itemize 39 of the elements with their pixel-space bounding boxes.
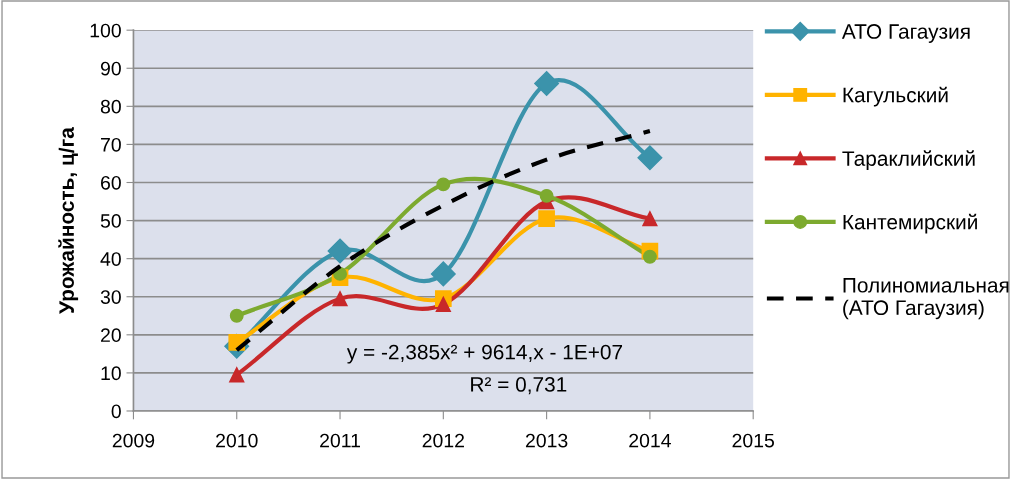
point	[637, 145, 663, 171]
y-tick-label: 60	[101, 175, 121, 190]
point	[534, 71, 560, 96]
legend-label: Тараклийский	[842, 150, 975, 171]
y-tick-label: 70	[101, 137, 121, 152]
point	[327, 238, 353, 264]
point	[539, 188, 554, 203]
point	[229, 308, 244, 323]
point	[642, 249, 657, 264]
x-tick-label: 2012	[422, 433, 464, 448]
point	[332, 291, 348, 307]
annotation: R² = 0,731	[471, 377, 567, 395]
y-tick-label: 0	[111, 404, 121, 419]
legend-label: Полиномиальная (АТО Гагаузия)	[843, 278, 1009, 320]
x-tick-label: 2011	[320, 433, 360, 448]
point	[229, 367, 245, 383]
y-tick-label: 80	[100, 99, 121, 114]
y-tick-label: 20	[101, 328, 121, 343]
x-tick-label: 2015	[732, 433, 775, 448]
point	[642, 211, 658, 227]
x-tick-label: 2010	[216, 433, 258, 448]
y-axis-title: Урожайность, ц/га	[58, 127, 79, 314]
point	[436, 177, 451, 192]
y-tick-label: 100	[90, 23, 121, 38]
annotation: y = -2,385x² + 9614,x - 1E+07	[346, 344, 623, 364]
legend-label: Кантемирский	[843, 213, 977, 234]
y-tick-label: 40	[100, 252, 121, 266]
y-tick-label: 30	[100, 290, 121, 304]
y-tick-label: 90	[100, 61, 121, 76]
legend-label: АТО Гагаузия	[841, 24, 970, 43]
y-tick-label: 50	[100, 214, 121, 228]
y-tick-label: 10	[101, 366, 121, 381]
x-tick-label: 2014	[629, 433, 671, 448]
point	[538, 210, 555, 228]
x-tick-label: 2013	[525, 433, 568, 448]
x-tick-label: 2009	[112, 433, 155, 448]
point	[430, 261, 456, 287]
point	[435, 296, 451, 312]
legend-label: Кагульский	[843, 86, 948, 107]
